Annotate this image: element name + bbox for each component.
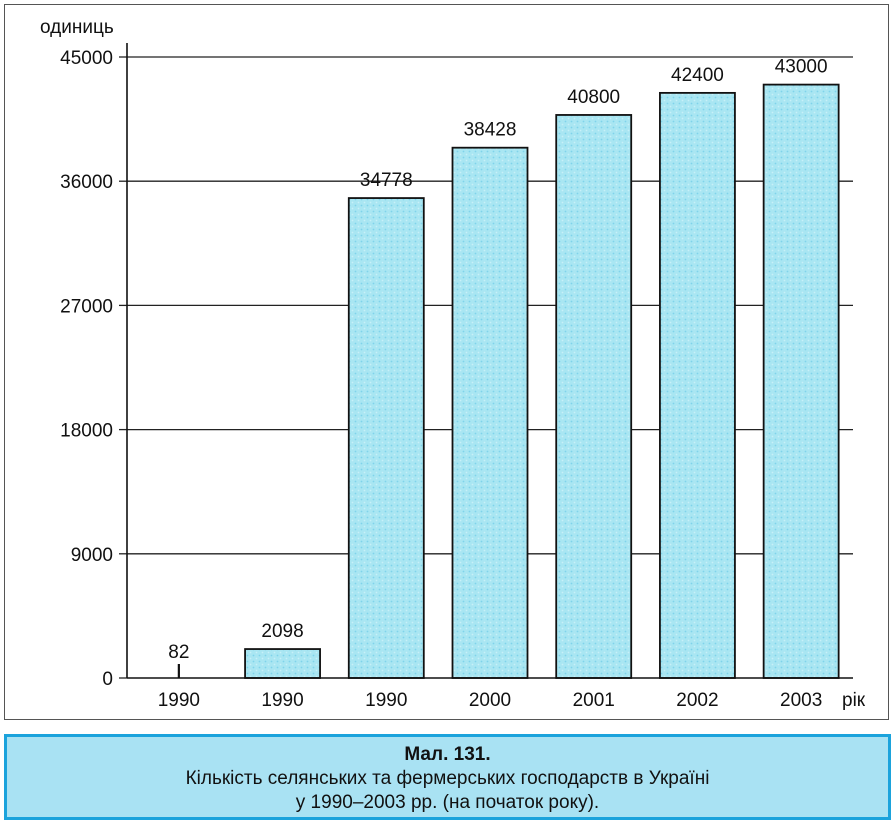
bar xyxy=(451,146,529,679)
x-axis-title: рік xyxy=(842,690,866,711)
bar xyxy=(347,197,425,679)
y-tick-label: 0 xyxy=(102,669,113,690)
x-tick-label: 2002 xyxy=(676,690,718,711)
data-label: 40800 xyxy=(567,87,620,108)
caption-text: Кількість селянських та фермерських госп… xyxy=(185,768,710,789)
caption-title: Мал. 131. xyxy=(404,744,491,765)
y-tick-label: 18000 xyxy=(60,421,113,442)
x-tick-label: 2000 xyxy=(469,690,511,711)
y-tick-label: 9000 xyxy=(71,545,113,566)
bar-chart: одиниць рік 0 9000 18000 27000 36000 45000 82 1… xyxy=(40,17,866,711)
data-label: 42400 xyxy=(671,65,724,86)
x-tick-label: 1990 xyxy=(261,690,303,711)
bar xyxy=(659,91,736,679)
y-tick-label: 45000 xyxy=(60,48,113,69)
x-tick-label: 1990 xyxy=(365,690,407,711)
bar xyxy=(244,648,321,679)
data-label: 38428 xyxy=(464,120,517,141)
bar xyxy=(555,114,633,679)
data-label: 43000 xyxy=(775,57,828,78)
caption-text: у 1990–2003 рр. (на початок року). xyxy=(295,792,600,813)
data-label: 82 xyxy=(168,642,189,663)
data-label: 34778 xyxy=(360,170,413,191)
y-tick-label: 27000 xyxy=(60,296,113,317)
x-tick-label: 1990 xyxy=(158,690,200,711)
x-tick-label: 2001 xyxy=(573,690,615,711)
y-axis-title: одиниць xyxy=(40,17,114,38)
chart-frame xyxy=(4,4,889,720)
data-label: 2098 xyxy=(261,621,303,642)
bar xyxy=(762,83,840,679)
caption-box: Мал. 131. Кількість селянських та фермер… xyxy=(4,734,891,820)
x-tick-label: 2003 xyxy=(780,690,822,711)
y-tick-label: 36000 xyxy=(60,172,113,193)
